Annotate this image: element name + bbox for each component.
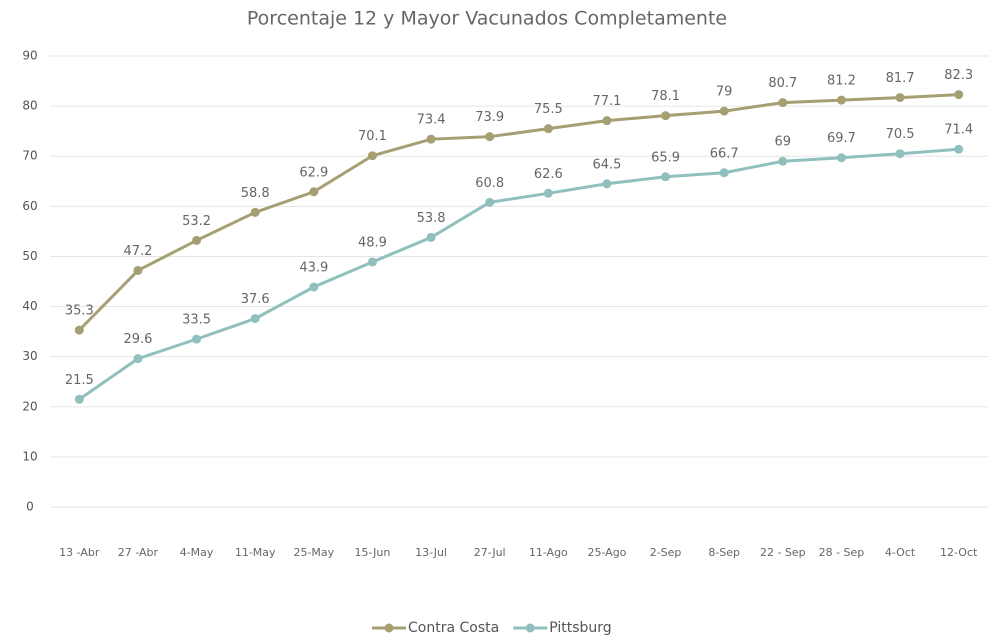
data-label: 58.8 [241,186,270,201]
data-label: 60.8 [475,176,504,191]
data-point [954,90,964,100]
x-tick-label: 27-Jul [474,546,506,559]
series-line [78,93,959,332]
data-point [719,168,729,178]
data-point [543,124,553,134]
data-point [367,257,377,267]
y-tick-label: 50 [22,249,37,263]
data-label: 77.1 [592,94,621,109]
y-tick-label: 30 [22,349,37,363]
data-point [74,394,84,404]
data-label: 66.7 [710,146,739,161]
data-label: 81.7 [886,71,915,86]
chart-title: Porcentaje 12 y Mayor Vacunados Completa… [247,8,727,30]
data-point [485,197,495,207]
data-point [778,98,788,108]
y-tick-label: 90 [22,49,37,63]
data-label: 53.8 [417,211,446,226]
data-label: 37.6 [241,292,270,307]
data-label: 71.4 [944,123,973,138]
data-point [778,156,788,166]
x-tick-label: 12-Oct [940,546,978,559]
data-point [954,144,964,154]
data-label: 47.2 [123,244,152,259]
data-point [543,188,553,198]
series-line [78,147,959,401]
x-tick-label: 28 - Sep [819,546,865,559]
data-point [367,151,377,161]
data-label: 62.9 [299,165,328,180]
x-tick-label: 8-Sep [708,546,740,559]
data-point [895,93,905,103]
data-label: 65.9 [651,150,680,165]
x-tick-label: 11-May [235,546,276,559]
data-label: 73.9 [475,110,504,125]
data-label: 33.5 [182,313,211,328]
x-tick-label: 11-Ago [529,546,568,559]
data-point [133,354,143,364]
data-point [602,179,612,189]
legend-label: Pittsburg [549,620,611,636]
data-point [836,153,846,163]
y-tick-label: 0 [26,500,34,514]
y-tick-label: 70 [22,149,37,163]
y-tick-label: 80 [22,99,37,113]
x-tick-label: 27 -Abr [118,546,159,559]
data-label: 48.9 [358,235,387,250]
data-point [485,132,495,142]
data-point [719,106,729,116]
y-tick-label: 60 [22,199,37,213]
data-point [426,232,436,242]
data-point [309,187,319,197]
data-point [133,265,143,275]
data-point [250,207,260,217]
data-label: 79 [716,85,733,100]
data-label: 70.5 [886,127,915,142]
x-tick-label: 13-Jul [415,546,447,559]
x-tick-label: 25-May [293,546,334,559]
data-point [895,149,905,159]
data-label: 21.5 [65,373,94,388]
legend-marker [525,623,535,633]
data-point [192,334,202,344]
y-tick-label: 40 [22,299,37,313]
data-label: 53.2 [182,214,211,229]
x-tick-label: 15-Jun [355,546,391,559]
data-label: 35.3 [65,304,94,319]
data-label: 64.5 [592,157,621,172]
data-point [661,111,671,121]
data-point [192,235,202,245]
data-point [836,95,846,105]
legend-marker [384,623,394,633]
data-label: 62.6 [534,167,563,182]
data-label: 69.7 [827,131,856,146]
x-tick-label: 4-May [180,546,214,559]
data-point [602,116,612,126]
data-point [661,172,671,182]
data-point [309,282,319,292]
x-tick-label: 2-Sep [650,546,682,559]
x-tick-label: 4-Oct [885,546,916,559]
data-label: 43.9 [299,261,328,276]
data-label: 81.2 [827,74,856,89]
data-label: 78.1 [651,89,680,104]
y-tick-label: 10 [22,449,37,463]
x-tick-label: 25-Ago [587,546,626,559]
data-point [250,314,260,324]
data-point [74,325,84,335]
data-label: 69 [775,135,792,150]
data-label: 70.1 [358,129,387,144]
data-label: 29.6 [123,332,152,347]
data-label: 73.4 [417,113,446,128]
data-point [426,134,436,144]
y-tick-label: 20 [22,399,37,413]
x-tick-label: 13 -Abr [59,546,100,559]
x-tick-label: 22 - Sep [760,546,806,559]
data-label: 82.3 [944,68,973,83]
data-label: 80.7 [768,76,797,91]
legend-label: Contra Costa [408,620,499,636]
data-label: 75.5 [534,102,563,117]
